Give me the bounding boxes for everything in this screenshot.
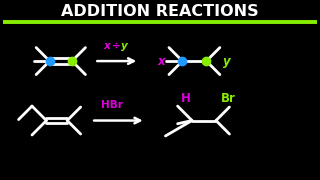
Text: H: H — [181, 92, 190, 105]
Text: HBr: HBr — [101, 100, 123, 110]
Text: y: y — [223, 55, 231, 68]
Text: y: y — [121, 41, 128, 51]
Text: ADDITION REACTIONS: ADDITION REACTIONS — [61, 4, 259, 19]
Text: Br: Br — [221, 92, 236, 105]
Text: x: x — [104, 41, 111, 51]
Text: ÷: ÷ — [111, 41, 120, 51]
Text: x: x — [158, 55, 165, 68]
